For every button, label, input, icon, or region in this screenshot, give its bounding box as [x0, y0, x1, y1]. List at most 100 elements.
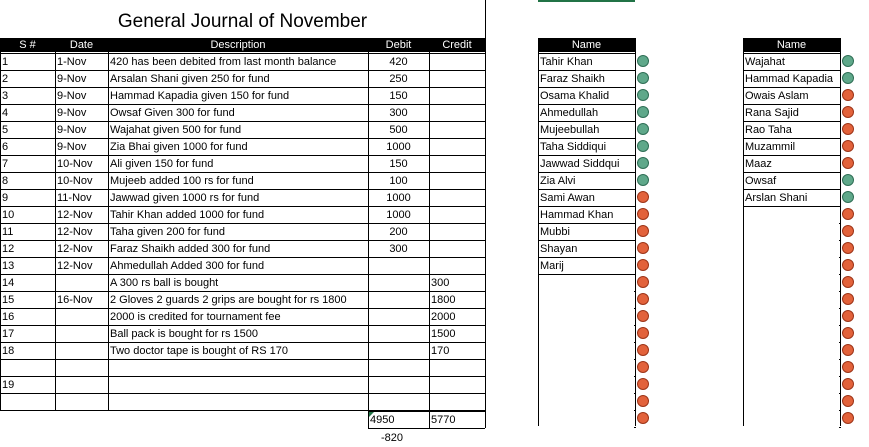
journal-cell-date[interactable]: 9-Nov: [57, 141, 87, 153]
names_right-row-line: [839, 257, 841, 258]
total-credit[interactable]: 5770: [431, 414, 456, 426]
names_left-row-line: [538, 155, 635, 156]
journal-cell-date[interactable]: 1-Nov: [57, 56, 87, 68]
names_right-name[interactable]: Owsaf: [745, 175, 777, 187]
journal-cell-debit[interactable]: 150: [389, 90, 408, 102]
journal-cell-sn[interactable]: 13: [2, 260, 15, 272]
journal-cell-desc[interactable]: Taha given 200 for fund: [110, 226, 225, 238]
journal-cell-debit[interactable]: 1000: [386, 141, 411, 153]
names_left-name[interactable]: Mubbi: [540, 226, 570, 238]
names_right-name[interactable]: Muzammil: [745, 141, 796, 153]
journal-cell-date[interactable]: 12-Nov: [57, 243, 93, 255]
journal-cell-sn[interactable]: 19: [2, 379, 15, 391]
journal-cell-sn[interactable]: 10: [2, 209, 15, 221]
journal-cell-sn[interactable]: 14: [2, 277, 15, 289]
difference-value[interactable]: -820: [381, 432, 404, 444]
journal-cell-desc[interactable]: Hammad Kapadia given 150 for fund: [110, 90, 290, 102]
journal-cell-date[interactable]: 9-Nov: [57, 107, 87, 119]
total-debit[interactable]: 4950: [370, 414, 395, 426]
journal-cell-debit[interactable]: 300: [389, 107, 408, 119]
journal-cell-sn[interactable]: 3: [2, 90, 9, 102]
journal-cell-sn[interactable]: 11: [2, 226, 14, 238]
names_left-name[interactable]: Shayan: [540, 243, 578, 255]
journal-cell-sn[interactable]: 6: [2, 141, 9, 153]
journal-cell-desc[interactable]: Mujeeb added 100 rs for fund: [110, 175, 254, 187]
journal-cell-desc[interactable]: Wajahat given 500 for fund: [110, 124, 242, 136]
journal-cell-debit[interactable]: 300: [389, 243, 408, 255]
journal-cell-desc[interactable]: Two doctor tape is bought of RS 170: [110, 345, 288, 357]
names_right-name[interactable]: Rao Taha: [745, 124, 792, 136]
journal-cell-debit[interactable]: 420: [389, 56, 408, 68]
names_right-row-line: [743, 121, 840, 122]
journal-cell-sn[interactable]: 18: [2, 345, 15, 357]
names_left-name[interactable]: Mujeebullah: [540, 124, 600, 136]
journal-cell-debit[interactable]: 150: [389, 158, 408, 170]
journal-cell-sn[interactable]: 2: [2, 73, 9, 85]
journal-cell-date[interactable]: 12-Nov: [57, 226, 93, 238]
journal-cell-desc[interactable]: Faraz Shaikh added 300 for fund: [110, 243, 271, 255]
journal-cell-sn[interactable]: 16: [2, 311, 15, 323]
journal-col-line: [108, 38, 109, 411]
journal-cell-date[interactable]: 16-Nov: [57, 294, 93, 306]
journal-cell-date[interactable]: 9-Nov: [57, 124, 87, 136]
journal-cell-date[interactable]: 9-Nov: [57, 73, 87, 85]
journal-col-line: [429, 38, 430, 411]
journal-cell-desc[interactable]: Arsalan Shani given 250 for fund: [110, 73, 270, 85]
journal-cell-sn[interactable]: 5: [2, 124, 9, 136]
journal-cell-debit[interactable]: 1000: [386, 209, 411, 221]
journal-cell-date[interactable]: 10-Nov: [57, 175, 93, 187]
journal-cell-credit[interactable]: 1500: [431, 328, 456, 340]
journal-cell-desc[interactable]: Jawwad given 1000 rs for fund: [110, 192, 260, 204]
names_left-name[interactable]: Jawwad Siddqui: [540, 158, 620, 170]
names_left-name[interactable]: Ahmedullah: [540, 107, 599, 119]
names_left-name[interactable]: Taha Siddiqui: [540, 141, 607, 153]
journal-cell-date[interactable]: 10-Nov: [57, 158, 93, 170]
journal-cell-date[interactable]: 9-Nov: [57, 90, 87, 102]
journal-cell-desc[interactable]: 420 has been debited from last month bal…: [110, 56, 337, 68]
journal-cell-debit[interactable]: 1000: [386, 192, 411, 204]
names_right-name[interactable]: Hammad Kapadia: [745, 73, 834, 85]
journal-cell-debit[interactable]: 200: [389, 226, 408, 238]
names_right-name[interactable]: Arslan Shani: [745, 192, 808, 204]
journal-cell-desc[interactable]: Ali given 150 for fund: [110, 158, 214, 170]
journal-cell-desc[interactable]: 2000 is credited for tournament fee: [110, 311, 281, 323]
journal-cell-desc[interactable]: 2 Gloves 2 guards 2 grips are bought for…: [110, 294, 347, 306]
names_right-name[interactable]: Rana Sajid: [745, 107, 799, 119]
journal-cell-credit[interactable]: 1800: [431, 294, 456, 306]
journal-cell-desc[interactable]: A 300 rs ball is bought: [110, 277, 219, 289]
journal-cell-desc[interactable]: Owsaf Given 300 for fund: [110, 107, 235, 119]
journal-cell-debit[interactable]: 100: [389, 175, 408, 187]
journal-cell-desc[interactable]: Ahmedullah Added 300 for fund: [110, 260, 265, 272]
journal-cell-sn[interactable]: 8: [2, 175, 9, 187]
names_right-name[interactable]: Wajahat: [745, 56, 785, 68]
names_left-name[interactable]: Hammad Khan: [540, 209, 614, 221]
journal-cell-sn[interactable]: 12: [2, 243, 15, 255]
journal-cell-sn[interactable]: 4: [2, 107, 9, 119]
journal-cell-sn[interactable]: 15: [2, 294, 15, 306]
journal-cell-credit[interactable]: 170: [431, 345, 450, 357]
journal-cell-sn[interactable]: 9: [2, 192, 9, 204]
journal-cell-sn[interactable]: 1: [2, 56, 9, 68]
journal-cell-desc[interactable]: Tahir Khan added 1000 for fund: [110, 209, 265, 221]
journal-cell-desc[interactable]: Ball pack is bought for rs 1500: [110, 328, 258, 340]
journal-cell-date[interactable]: 12-Nov: [57, 209, 93, 221]
journal-row-line: [0, 172, 485, 173]
names_right-name[interactable]: Owais Aslam: [745, 90, 809, 102]
names_left-name[interactable]: Tahir Khan: [540, 56, 593, 68]
journal-cell-debit[interactable]: 500: [389, 124, 408, 136]
journal-cell-sn[interactable]: 17: [2, 328, 15, 340]
journal-cell-debit[interactable]: 250: [389, 73, 408, 85]
names_left-name[interactable]: Zia Alvi: [540, 175, 576, 187]
names_left-name[interactable]: Marij: [540, 260, 564, 272]
names_left-name[interactable]: Faraz Shaikh: [540, 73, 605, 85]
journal-cell-date[interactable]: 12-Nov: [57, 260, 93, 272]
names_left-name[interactable]: Sami Awan: [540, 192, 595, 204]
journal-cell-credit[interactable]: 2000: [431, 311, 456, 323]
names_left-row-line: [634, 376, 636, 377]
journal-cell-credit[interactable]: 300: [431, 277, 450, 289]
journal-cell-sn[interactable]: 7: [2, 158, 9, 170]
names_left-name[interactable]: Osama Khalid: [540, 90, 610, 102]
journal-cell-desc[interactable]: Zia Bhai given 1000 for fund: [110, 141, 248, 153]
names_right-name[interactable]: Maaz: [745, 158, 772, 170]
journal-cell-date[interactable]: 11-Nov: [57, 192, 92, 204]
